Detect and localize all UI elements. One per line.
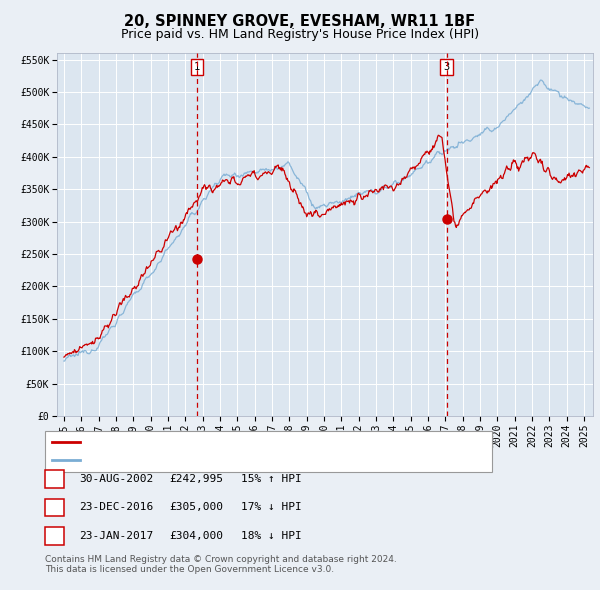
Text: Price paid vs. HM Land Registry's House Price Index (HPI): Price paid vs. HM Land Registry's House … bbox=[121, 28, 479, 41]
Text: £242,995: £242,995 bbox=[169, 474, 223, 484]
Text: 3: 3 bbox=[51, 531, 58, 540]
Text: Contains HM Land Registry data © Crown copyright and database right 2024.
This d: Contains HM Land Registry data © Crown c… bbox=[45, 555, 397, 574]
Text: 3: 3 bbox=[443, 62, 450, 72]
Text: £305,000: £305,000 bbox=[169, 503, 223, 512]
Text: 1: 1 bbox=[51, 474, 58, 484]
Text: 2: 2 bbox=[51, 503, 58, 512]
Text: 18% ↓ HPI: 18% ↓ HPI bbox=[241, 531, 302, 540]
Text: 23-DEC-2016: 23-DEC-2016 bbox=[79, 503, 154, 512]
Text: 20, SPINNEY GROVE, EVESHAM, WR11 1BF (detached house): 20, SPINNEY GROVE, EVESHAM, WR11 1BF (de… bbox=[87, 437, 426, 447]
Text: 15% ↑ HPI: 15% ↑ HPI bbox=[241, 474, 302, 484]
Text: £304,000: £304,000 bbox=[169, 531, 223, 540]
Text: HPI: Average price, detached house, Wychavon: HPI: Average price, detached house, Wych… bbox=[87, 455, 352, 466]
Text: 1: 1 bbox=[194, 62, 200, 72]
Text: 23-JAN-2017: 23-JAN-2017 bbox=[79, 531, 154, 540]
Text: 20, SPINNEY GROVE, EVESHAM, WR11 1BF: 20, SPINNEY GROVE, EVESHAM, WR11 1BF bbox=[124, 14, 476, 29]
Text: 30-AUG-2002: 30-AUG-2002 bbox=[79, 474, 154, 484]
Text: 17% ↓ HPI: 17% ↓ HPI bbox=[241, 503, 302, 512]
